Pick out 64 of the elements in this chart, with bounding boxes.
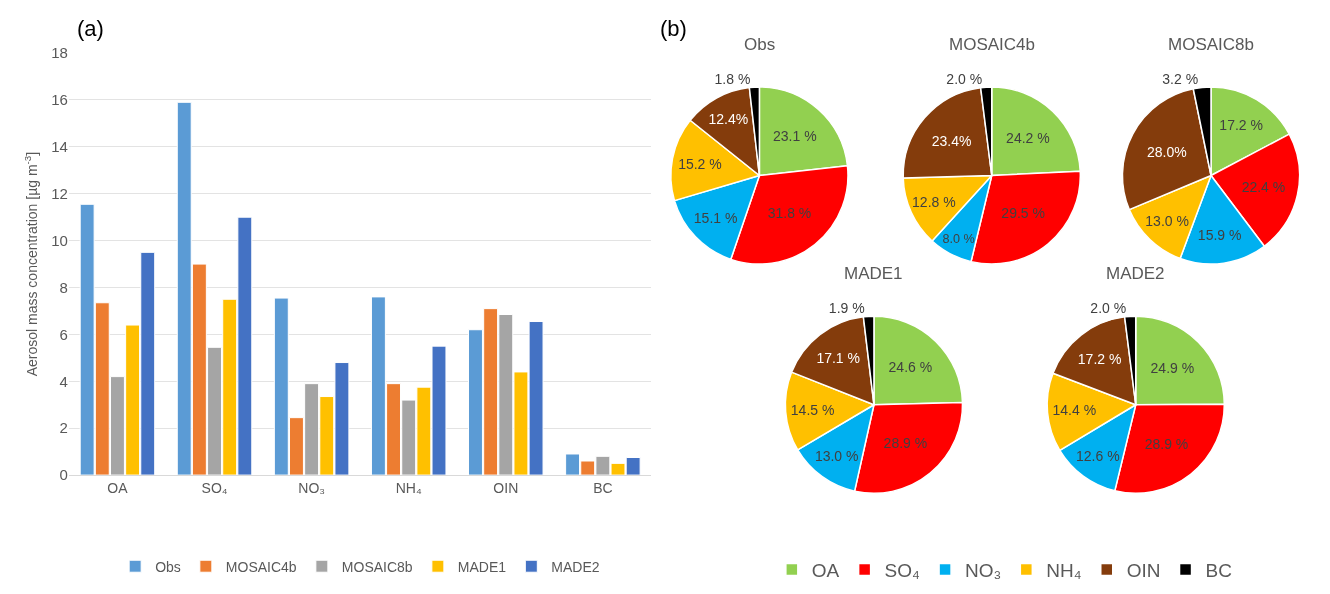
legend-label: SO₄: [884, 559, 921, 581]
data-label: 28.0%: [1146, 144, 1187, 161]
y-tick-label: 14: [51, 138, 68, 156]
data-label: 23.4%: [931, 133, 972, 149]
data-label: 12.6 %: [1076, 448, 1120, 465]
x-tick-label: BC: [593, 479, 613, 496]
x-tick-label: NH₄: [395, 479, 422, 496]
data-label: 17.2 %: [1219, 117, 1263, 134]
y-tick-label: 6: [59, 325, 68, 343]
data-label: 17.1 %: [816, 350, 860, 367]
chart-title: Obs: [744, 35, 776, 54]
legend-label: NH₄: [1046, 559, 1082, 581]
x-tick-label: OA: [107, 479, 129, 496]
chart-title: MOSAIC4b: [949, 35, 1035, 54]
data-label: 24.2 %: [1006, 129, 1050, 146]
data-label: 29.5 %: [1001, 205, 1045, 222]
data-label: 14.5 %: [790, 401, 835, 418]
y-tick-label: 12: [51, 184, 68, 202]
data-label: 3.2 %: [1162, 71, 1199, 88]
chart-title: MOSAIC8b: [1168, 35, 1254, 54]
x-tick-label: NO₃: [298, 479, 325, 496]
data-label: 1.8 %: [714, 71, 751, 88]
chart-title: (a): [77, 16, 104, 41]
data-label: 22.4 %: [1241, 179, 1286, 196]
data-label: 24.6 %: [888, 359, 933, 376]
y-tick-label: 0: [59, 466, 68, 484]
data-label: 23.1 %: [773, 127, 817, 144]
legend-label: BC: [1205, 559, 1232, 581]
data-label: 13.0 %: [1145, 213, 1189, 230]
data-label: 13.0 %: [814, 448, 859, 465]
y-tick-label: 4: [59, 372, 68, 390]
legend-label: Obs: [155, 558, 181, 575]
data-label: 28.9 %: [883, 435, 928, 452]
data-label: 24.9 %: [1150, 359, 1195, 376]
y-tick-label: 8: [59, 278, 68, 296]
y-tick-label: 10: [51, 231, 68, 249]
data-label: 15.1 %: [693, 209, 738, 226]
legend-label: OIN: [1126, 559, 1161, 581]
data-label: 31.8 %: [767, 204, 812, 221]
x-tick-label: OIN: [493, 479, 519, 496]
legend-label: OA: [811, 559, 840, 581]
data-label: 15.9 %: [1197, 226, 1242, 243]
data-label: 12.4%: [708, 111, 749, 128]
y-tick-label: 2: [59, 419, 68, 437]
chart-title: MADE1: [844, 264, 903, 283]
data-label: 12.8 %: [912, 194, 956, 210]
data-label: 17.2 %: [1077, 350, 1122, 367]
x-tick-label: SO₄: [201, 479, 228, 496]
data-label: 2.0 %: [946, 71, 983, 88]
data-label: 1.9 %: [828, 300, 865, 317]
y-tick-label: 16: [51, 91, 68, 109]
data-label: 8.0 %: [942, 231, 975, 246]
data-label: 14.4 %: [1052, 402, 1097, 419]
legend-label: MOSAIC8b: [341, 558, 413, 575]
data-label: 2.0 %: [1090, 300, 1127, 317]
y-tick-label: 18: [51, 44, 68, 62]
data-label: 28.9 %: [1144, 435, 1189, 452]
legend-label: NO₃: [965, 559, 1002, 581]
text: (b): [660, 16, 687, 41]
legend-label: MADE2: [551, 558, 600, 575]
legend-label: MOSAIC4b: [225, 558, 297, 575]
chart-title: MADE2: [1106, 264, 1165, 283]
legend-label: MADE1: [457, 558, 507, 575]
data-label: 15.2 %: [678, 155, 722, 172]
